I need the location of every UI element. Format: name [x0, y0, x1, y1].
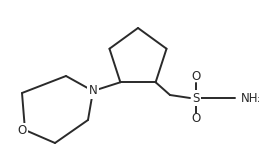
Text: NH₂: NH₂ — [241, 91, 259, 104]
Text: O: O — [17, 125, 27, 138]
Text: O: O — [191, 112, 201, 126]
Text: N: N — [89, 84, 97, 97]
Text: S: S — [192, 91, 200, 104]
Text: O: O — [191, 71, 201, 83]
